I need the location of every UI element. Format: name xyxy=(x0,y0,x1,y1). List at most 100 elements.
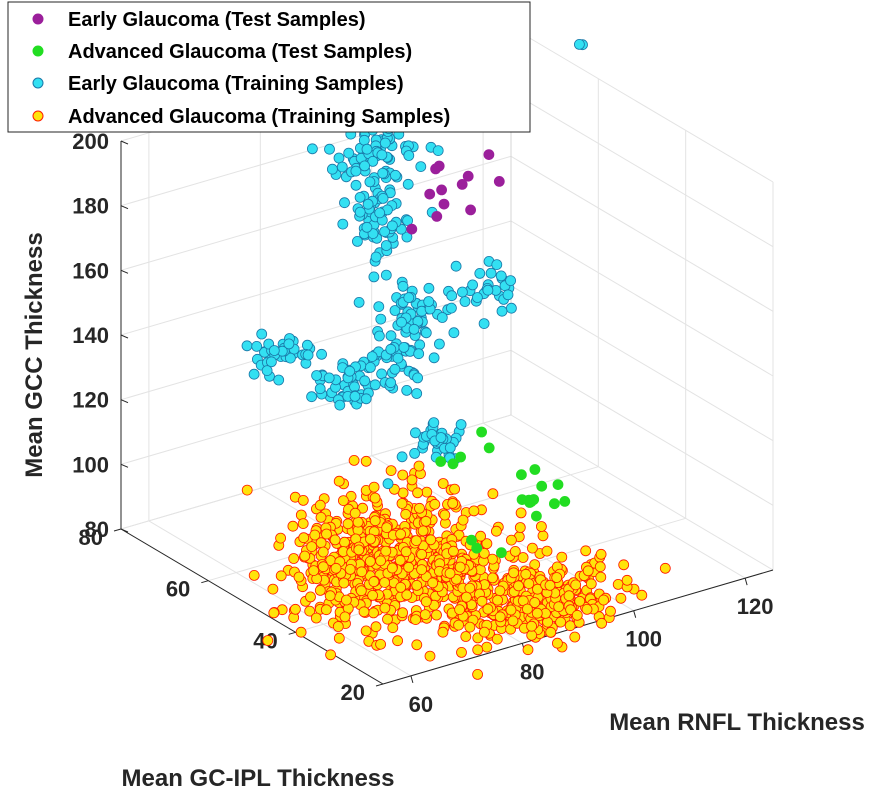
data-point-early-training xyxy=(316,348,328,360)
data-point-advanced-training xyxy=(464,621,476,633)
grid-line xyxy=(510,349,774,506)
data-point-advanced-training xyxy=(379,602,391,614)
data-point-advanced-training xyxy=(509,546,521,557)
data-point-advanced-test xyxy=(495,547,507,559)
data-point-advanced-training xyxy=(330,562,342,574)
z-tick-label: 180 xyxy=(72,194,109,219)
data-point-advanced-test xyxy=(549,498,560,510)
data-point-early-training xyxy=(444,442,456,454)
data-point-advanced-training xyxy=(574,595,586,607)
data-point-early-training xyxy=(491,259,503,271)
x-tick-label: 20 xyxy=(341,680,365,705)
data-point-advanced-test xyxy=(529,464,541,475)
data-point-advanced-training xyxy=(310,612,322,624)
data-point-early-test xyxy=(493,175,505,187)
legend-marker-advanced-training xyxy=(32,110,44,122)
x-axis-line xyxy=(120,528,384,685)
data-point-advanced-training xyxy=(314,585,326,596)
data-point-advanced-training xyxy=(381,522,393,533)
data-point-advanced-training xyxy=(385,465,397,477)
z-tick-label: 200 xyxy=(72,129,109,154)
data-point-early-training xyxy=(379,226,391,238)
data-point-early-training xyxy=(435,432,447,443)
data-point-early-test xyxy=(406,223,418,235)
data-point-advanced-training xyxy=(515,507,527,519)
data-point-advanced-training xyxy=(482,603,494,615)
data-point-early-training xyxy=(574,39,585,50)
data-point-early-training xyxy=(350,165,362,177)
data-point-early-training xyxy=(505,302,517,314)
y-axis-label: Mean RNFL Thickness xyxy=(609,709,865,736)
data-point-advanced-training xyxy=(339,611,351,623)
grid-line xyxy=(482,422,746,579)
data-point-advanced-training xyxy=(605,605,616,617)
data-point-advanced-training xyxy=(370,621,382,633)
data-point-early-training xyxy=(446,290,458,302)
data-point-advanced-test xyxy=(471,542,483,554)
data-point-early-training xyxy=(373,301,385,313)
z-tick-mark xyxy=(120,140,129,145)
data-point-early-training xyxy=(353,296,365,308)
data-point-early-training xyxy=(358,134,370,146)
data-point-early-training xyxy=(366,351,378,363)
data-point-early-training xyxy=(401,384,413,396)
data-point-early-training xyxy=(283,338,295,350)
data-point-advanced-training xyxy=(417,525,429,537)
data-point-advanced-training xyxy=(289,603,301,615)
data-point-early-training xyxy=(392,352,404,364)
data-point-early-training xyxy=(414,339,426,351)
data-point-advanced-test xyxy=(552,479,564,491)
data-point-early-training xyxy=(370,251,382,263)
data-point-advanced-training xyxy=(526,620,537,632)
legend-marker-early-training xyxy=(32,77,44,89)
data-point-early-training xyxy=(360,393,372,405)
data-point-advanced-training xyxy=(553,601,565,613)
data-point-early-training xyxy=(482,284,494,296)
data-point-advanced-training xyxy=(369,492,381,504)
data-point-advanced-training xyxy=(364,556,376,567)
data-point-advanced-training xyxy=(595,571,607,583)
data-point-early-training xyxy=(251,340,263,352)
data-point-advanced-training xyxy=(594,561,606,573)
data-point-early-training xyxy=(350,179,362,191)
data-point-early-training xyxy=(409,427,421,439)
data-point-advanced-training xyxy=(357,502,369,514)
data-point-early-training xyxy=(377,167,389,179)
data-point-advanced-training xyxy=(306,541,318,552)
data-point-advanced-training xyxy=(531,607,543,619)
data-point-advanced-training xyxy=(297,494,309,506)
data-point-advanced-training xyxy=(338,577,350,589)
data-point-early-training xyxy=(423,282,435,294)
data-point-early-training xyxy=(323,372,335,384)
legend-marker-early-test xyxy=(32,13,44,25)
data-point-advanced-training xyxy=(439,509,451,521)
data-point-early-training xyxy=(423,296,435,307)
data-point-advanced-test xyxy=(466,534,477,546)
data-point-advanced-training xyxy=(305,591,316,603)
data-point-early-training xyxy=(428,352,440,364)
data-point-advanced-training xyxy=(475,530,487,542)
data-point-advanced-test xyxy=(476,426,488,438)
data-point-early-training xyxy=(344,365,356,377)
data-point-early-training xyxy=(306,391,318,403)
grid-line xyxy=(148,520,412,677)
data-point-early-training xyxy=(432,145,444,157)
data-point-advanced-training xyxy=(505,534,517,546)
data-point-advanced-training xyxy=(333,475,345,487)
data-point-advanced-test xyxy=(455,451,467,463)
data-point-early-training xyxy=(359,160,371,172)
z-tick-mark xyxy=(120,528,129,533)
data-point-early-training xyxy=(474,267,486,279)
data-point-early-training xyxy=(261,365,273,377)
data-point-advanced-training xyxy=(368,481,380,493)
data-point-early-training xyxy=(361,221,373,233)
data-point-advanced-training xyxy=(505,604,517,616)
data-point-advanced-training xyxy=(410,614,422,625)
y-tick-label: 80 xyxy=(520,659,544,684)
data-point-advanced-training xyxy=(544,580,556,591)
data-point-advanced-training xyxy=(621,574,633,586)
z-tick-label: 100 xyxy=(72,452,109,477)
data-point-early-training xyxy=(241,340,253,352)
data-point-advanced-training xyxy=(454,604,466,615)
data-point-early-training xyxy=(368,271,380,283)
